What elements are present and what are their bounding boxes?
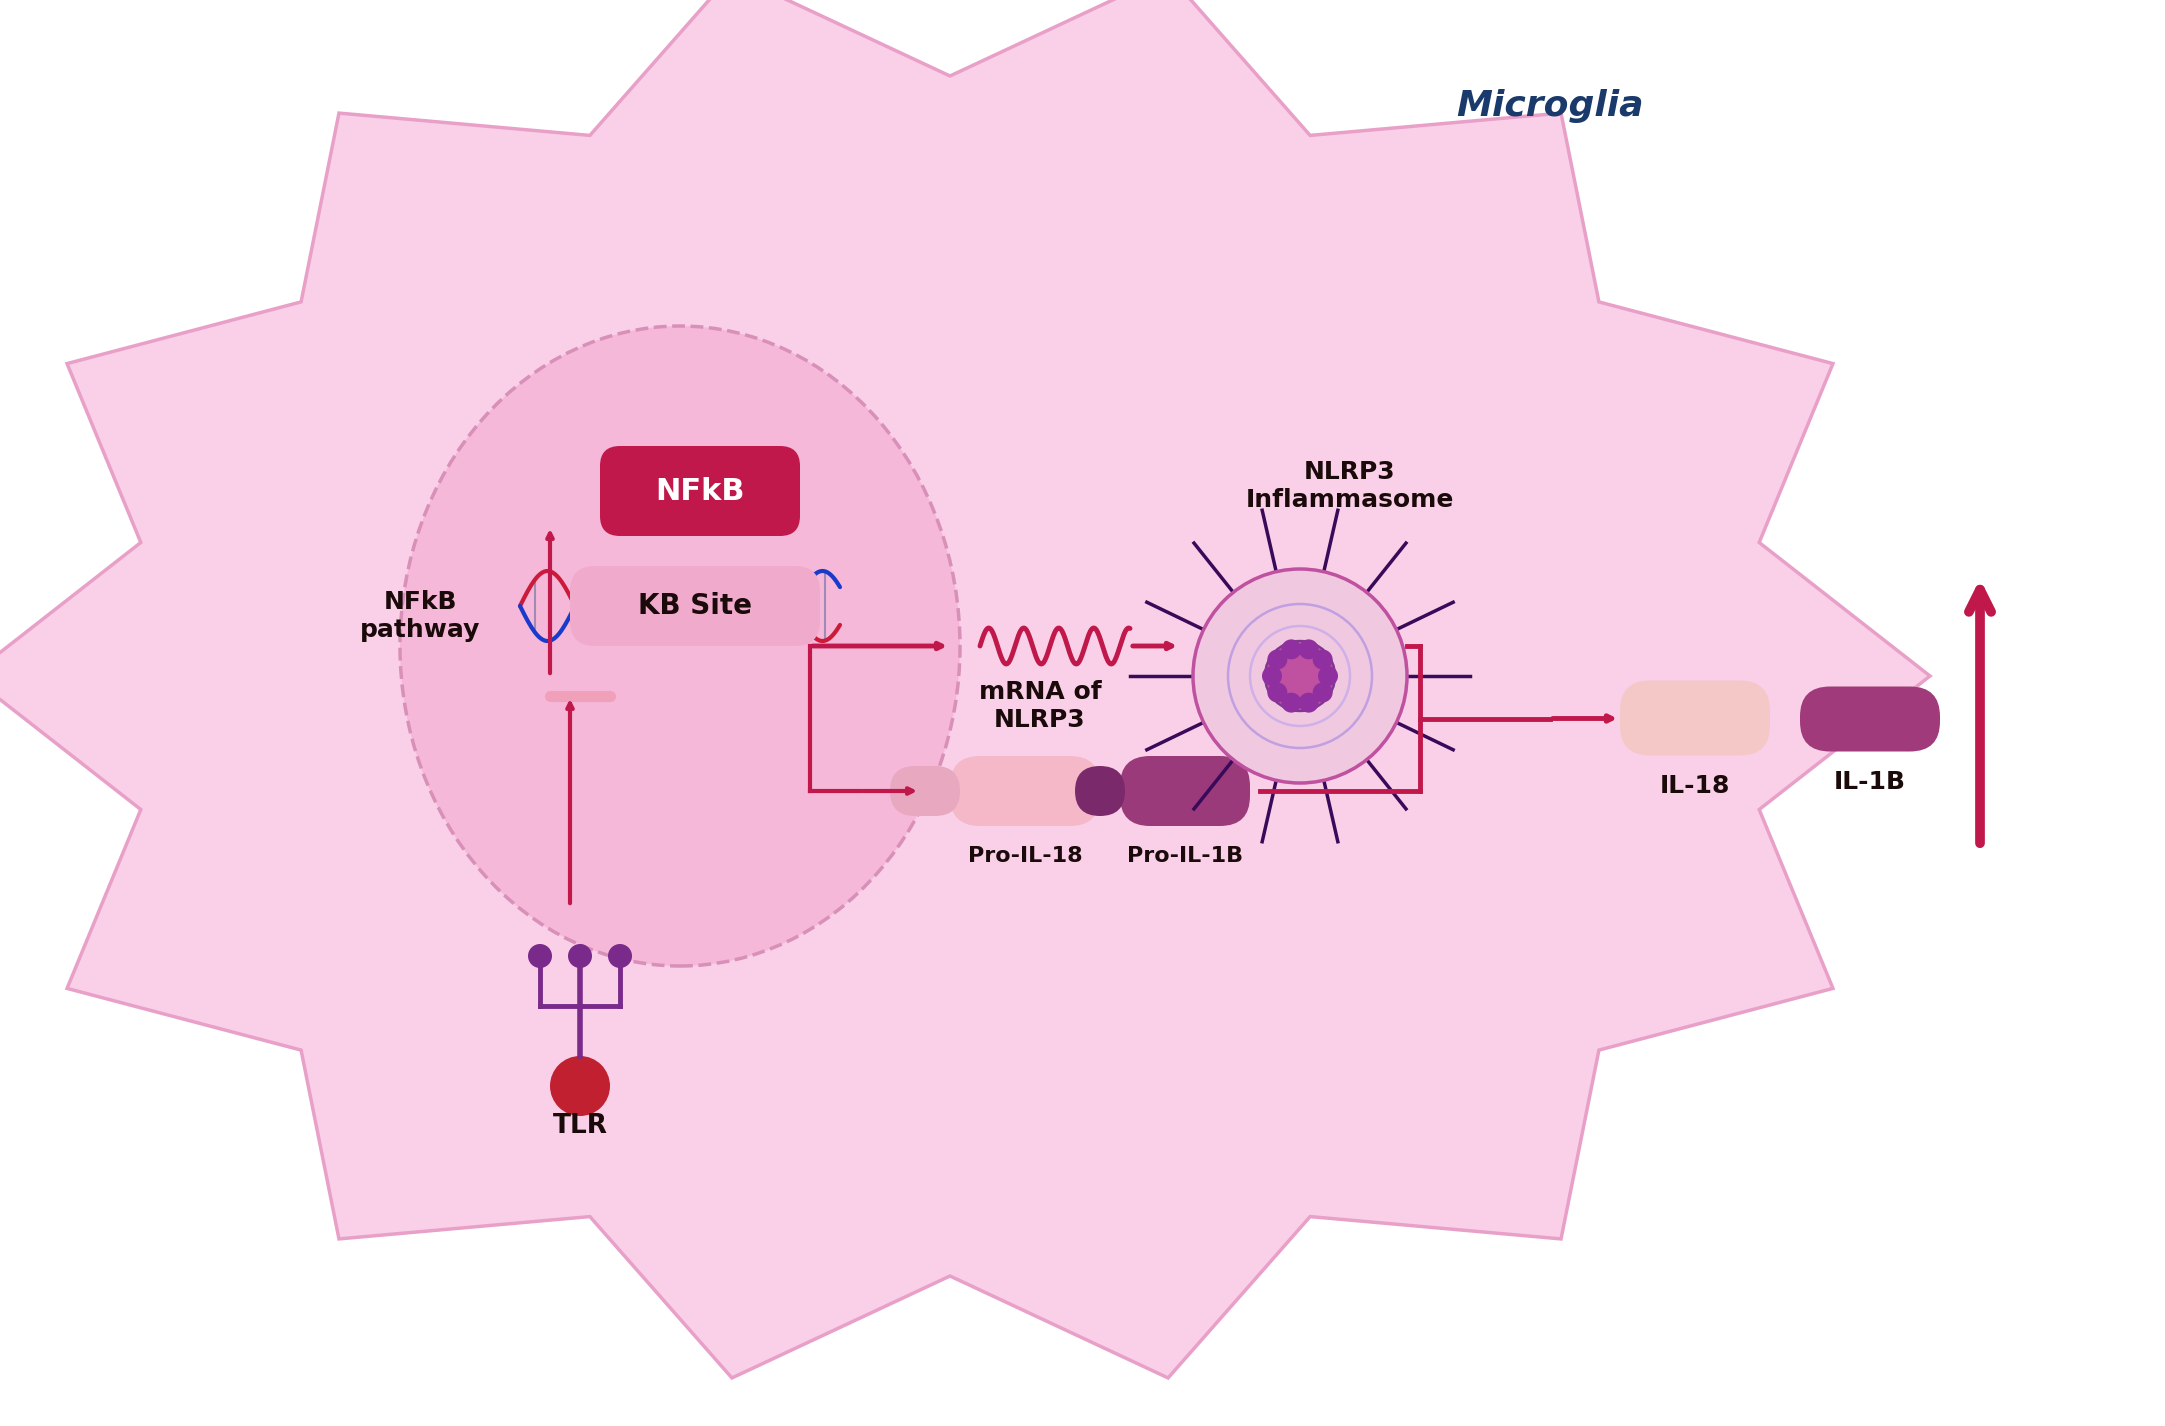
Circle shape [550,1057,611,1117]
Text: TLR: TLR [552,1114,608,1139]
FancyBboxPatch shape [1799,686,1940,752]
Text: IL-1B: IL-1B [1834,770,1905,793]
Text: NFkB
pathway: NFkB pathway [359,590,481,642]
Text: mRNA of
NLRP3: mRNA of NLRP3 [979,680,1102,732]
Polygon shape [0,0,1929,1378]
Circle shape [567,944,591,968]
Text: NLRP3
Inflammasome: NLRP3 Inflammasome [1245,461,1455,512]
FancyBboxPatch shape [890,766,959,816]
Circle shape [1262,666,1282,686]
Circle shape [1264,642,1336,712]
FancyBboxPatch shape [950,756,1100,826]
Circle shape [1267,649,1288,670]
Circle shape [1299,639,1318,659]
Text: Pro-IL-1B: Pro-IL-1B [1128,846,1243,866]
Circle shape [1282,693,1301,713]
Circle shape [1312,649,1334,670]
Circle shape [1282,639,1301,659]
Ellipse shape [401,327,959,965]
Text: KB Site: KB Site [639,592,751,620]
Circle shape [1312,683,1334,703]
Circle shape [1193,569,1407,783]
Text: Microglia: Microglia [1457,88,1643,123]
FancyBboxPatch shape [569,566,821,646]
Circle shape [608,944,632,968]
Circle shape [1299,693,1318,713]
FancyBboxPatch shape [1119,756,1249,826]
FancyBboxPatch shape [600,446,801,536]
Circle shape [1318,666,1338,686]
FancyBboxPatch shape [1076,766,1126,816]
FancyBboxPatch shape [1619,680,1771,756]
Circle shape [528,944,552,968]
Text: NFkB: NFkB [656,476,745,505]
Text: IL-18: IL-18 [1661,773,1730,797]
Text: Pro-IL-18: Pro-IL-18 [968,846,1082,866]
Circle shape [1267,683,1288,703]
